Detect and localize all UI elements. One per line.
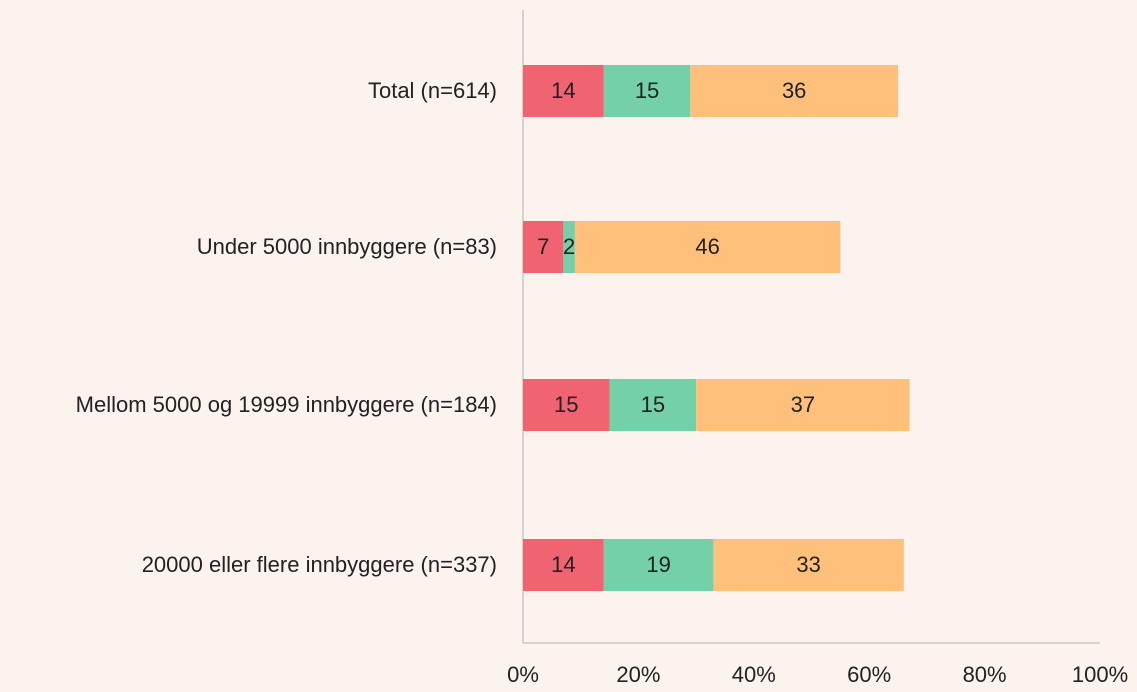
data-label: 37	[791, 392, 815, 417]
bar-segment	[563, 221, 575, 273]
data-label: 15	[641, 392, 665, 417]
category-label: Total (n=614)	[368, 51, 497, 131]
data-label: 15	[635, 78, 659, 103]
x-tick-label: 100%	[1072, 662, 1128, 687]
data-label: 14	[551, 78, 575, 103]
category-label: Under 5000 innbyggere (n=83)	[197, 207, 497, 287]
category-text: Total (n=614)	[367, 77, 497, 103]
x-tick-label: 40%	[732, 662, 776, 687]
bar-segment	[523, 65, 604, 117]
data-label: 2	[563, 234, 575, 259]
category-label: 20000 eller flere innbyggere (n=337)	[142, 525, 497, 605]
bar-segment	[603, 65, 691, 117]
bar-segment	[690, 65, 899, 117]
x-tick-label: 80%	[963, 662, 1007, 687]
data-label: 14	[551, 552, 575, 577]
bar-segment	[523, 539, 604, 591]
bar-segment	[696, 379, 910, 431]
bar-segment	[609, 379, 697, 431]
bar-segment	[523, 221, 564, 273]
data-label: 15	[554, 392, 578, 417]
data-label: 36	[782, 78, 806, 103]
bar-segment	[603, 539, 714, 591]
category-text: Mellom 5000 og 19999 innbyggere (n=184)	[75, 391, 497, 417]
bar-segment	[574, 221, 841, 273]
x-tick-label: 0%	[507, 662, 539, 687]
bar-segment	[523, 379, 610, 431]
x-tick-label: 20%	[616, 662, 660, 687]
data-label: 46	[695, 234, 719, 259]
bar-segment	[713, 539, 904, 591]
category-label: Mellom 5000 og 19999 innbyggere (n=184)	[76, 365, 497, 445]
category-text: 20000 eller flere innbyggere (n=337)	[141, 551, 497, 577]
data-label: 19	[646, 552, 670, 577]
category-text: Under 5000 innbyggere (n=83)	[196, 233, 497, 259]
x-tick-label: 60%	[847, 662, 891, 687]
data-label: 33	[796, 552, 820, 577]
data-label: 7	[537, 234, 549, 259]
